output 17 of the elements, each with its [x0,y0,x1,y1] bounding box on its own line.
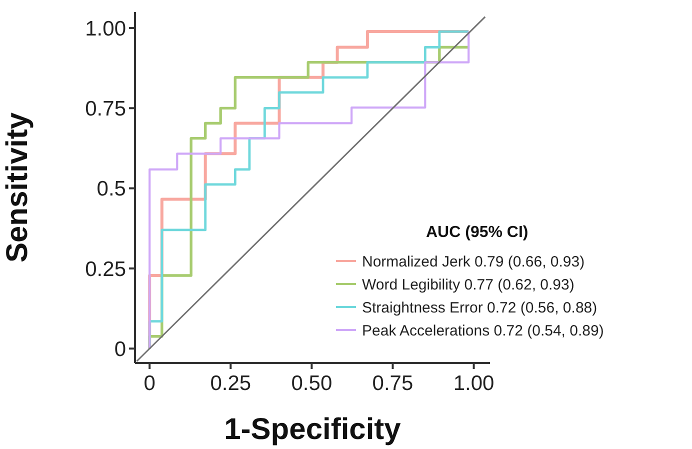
x-tick-label: 0 [144,372,156,395]
x-tick-label: 0.25 [210,372,252,395]
legend-label: Normalized Jerk 0.79 (0.66, 0.93) [362,253,585,270]
y-tick-label: 0.25 [85,258,126,281]
y-tick-label: 1.00 [85,17,126,40]
y-tick-label: 0.75 [85,98,126,121]
y-tick-label: 0 [114,338,126,361]
x-axis-title: 1-Specificity [224,413,402,446]
x-tick-label: 1.00 [453,372,494,395]
legend-label: Peak Accelerations 0.72 (0.54, 0.89) [362,322,604,340]
legend-label: Word Legibility 0.77 (0.62, 0.93) [362,276,574,294]
x-tick-label: 0.75 [372,372,414,395]
legend-label: Straightness Error 0.72 (0.56, 0.88) [362,299,598,316]
x-tick-label: 0.50 [291,372,332,395]
legend-title: AUC (95% CI) [426,224,528,241]
y-tick-label: 0.5 [96,178,126,201]
y-axis-title: Sensitivity [1,112,34,263]
